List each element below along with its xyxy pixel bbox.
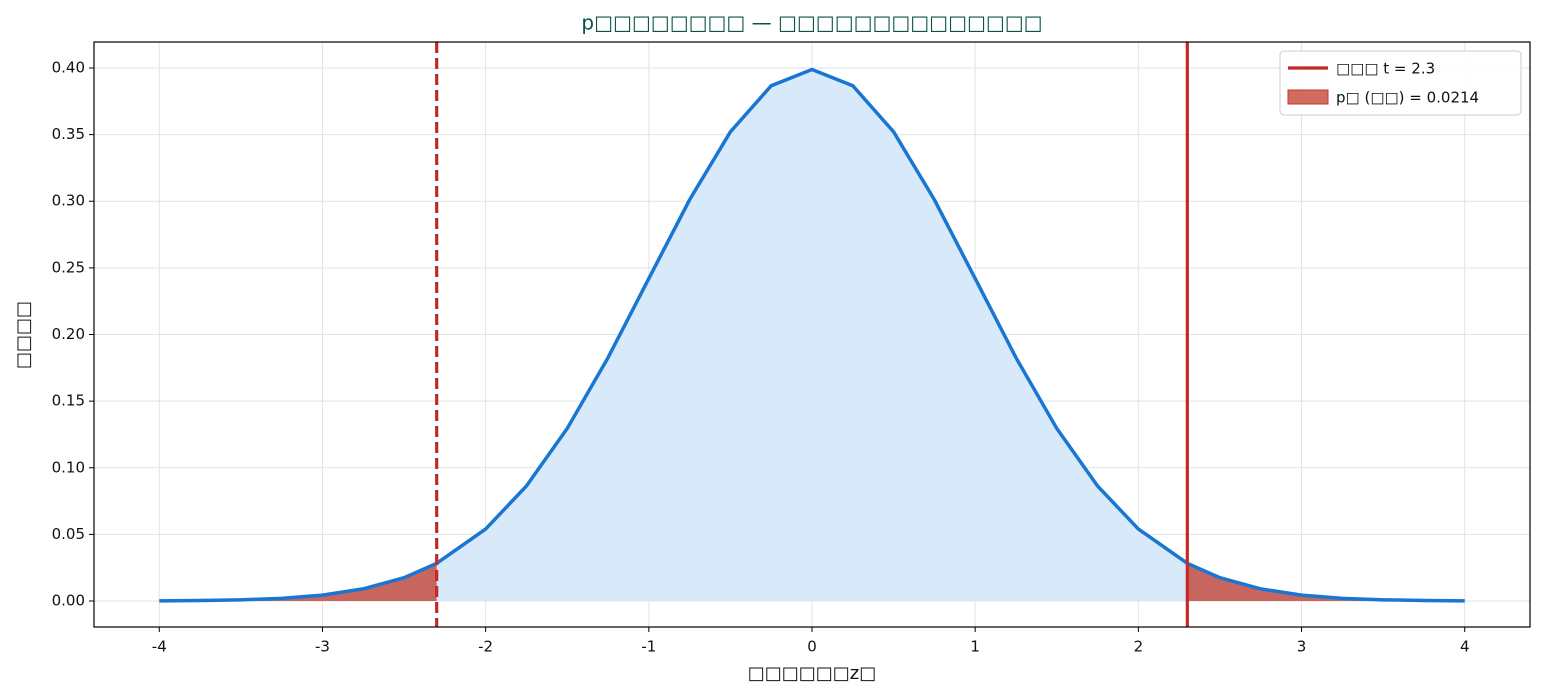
y-tick-label: 0.25 <box>52 258 85 276</box>
legend-box <box>1279 50 1522 116</box>
x-tick-label: 2 <box>1134 638 1144 656</box>
y-tick-label: 0.10 <box>52 458 85 476</box>
y-tick-label: 0.00 <box>52 592 85 610</box>
legend-label: p□ (□□) = 0.0214 <box>1336 89 1479 107</box>
x-tick-label: -4 <box>152 638 167 656</box>
y-axis-label: □□□□ <box>13 301 34 369</box>
x-tick-label: -2 <box>478 638 493 656</box>
x-axis-label: □□□□□□z□ <box>748 663 877 684</box>
y-tick-label: 0.40 <box>52 58 85 76</box>
x-tick-label: 1 <box>970 638 980 656</box>
p-value-area <box>159 563 437 602</box>
legend-label: □□□ t = 2.3 <box>1336 60 1435 78</box>
x-tick-label: 4 <box>1460 638 1470 656</box>
plot-frame <box>93 41 1531 628</box>
y-tick-label: 0.05 <box>52 525 85 543</box>
density-curve <box>159 67 1465 603</box>
chart-title: p□□□□□□□□ — □□□□□□□□□□□□□□ <box>581 11 1042 35</box>
y-tick-label: 0.20 <box>52 325 85 343</box>
legend-patch <box>1287 89 1329 105</box>
area <box>159 69 1465 602</box>
p-value-area <box>1187 563 1465 602</box>
x-tick-label: 3 <box>1297 638 1307 656</box>
x-tick-label: -3 <box>315 638 330 656</box>
x-tick-label: -1 <box>641 638 656 656</box>
y-tick-label: 0.35 <box>52 125 85 143</box>
x-tick-label: 0 <box>807 638 817 656</box>
y-tick-label: 0.30 <box>52 192 85 210</box>
y-tick-label: 0.15 <box>52 392 85 410</box>
